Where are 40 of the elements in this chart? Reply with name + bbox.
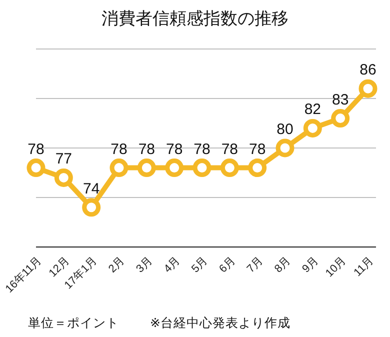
x-tick-label: 4月 <box>162 254 182 276</box>
point <box>331 109 350 128</box>
data-label: 78 <box>138 140 156 158</box>
point <box>220 158 239 178</box>
point <box>26 158 46 178</box>
point <box>54 168 73 187</box>
point <box>358 79 378 98</box>
x-tick-label: 16年11月 <box>3 254 44 296</box>
data-label: 74 <box>82 180 100 198</box>
data-label: 80 <box>276 121 294 138</box>
point <box>110 158 128 178</box>
x-tick-label: 5月 <box>190 254 210 276</box>
x-tick-label: 3月 <box>134 254 155 276</box>
text: 単位＝ポイント <box>28 316 119 330</box>
point <box>303 118 322 138</box>
text: ※台経中心発表より作成 <box>150 315 290 330</box>
data-label: 86 <box>360 62 376 79</box>
point <box>165 158 184 178</box>
data-label: 78 <box>194 140 210 158</box>
x-tick-label: 8月 <box>272 254 294 276</box>
x-tick-label: 7月 <box>244 254 266 276</box>
point <box>192 158 212 178</box>
point <box>248 158 267 178</box>
data-label: 78 <box>28 140 44 158</box>
data-label: 82 <box>304 101 322 118</box>
data-label: 78 <box>166 140 183 158</box>
point <box>82 198 101 217</box>
x-tick-label: 6月 <box>217 254 238 276</box>
x-tick-label: 11月 <box>352 254 376 279</box>
data-label: 77 <box>55 150 72 168</box>
x-tick-label: 10月 <box>324 254 348 280</box>
chart-title: 消費者信頼感指数の推移 <box>102 9 288 28</box>
x-tick-label: 9月 <box>300 254 321 276</box>
data-label: 78 <box>110 140 128 158</box>
point <box>137 158 156 178</box>
data-label: 78 <box>221 140 238 158</box>
data-label: 78 <box>248 140 266 158</box>
point <box>276 138 294 158</box>
data-label: 83 <box>332 91 349 108</box>
x-tick-label: 2月 <box>106 254 128 276</box>
